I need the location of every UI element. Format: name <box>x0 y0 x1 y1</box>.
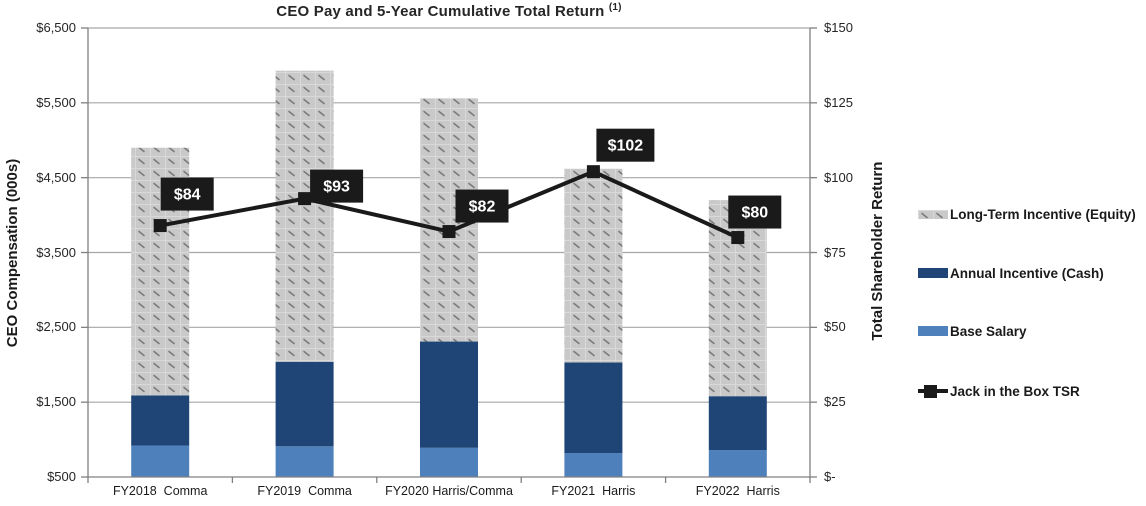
legend-item-long-term-incentive: Long-Term Incentive (Equity) <box>918 205 1136 223</box>
tsr-marker <box>731 231 745 245</box>
annual-incentive-swatch-icon <box>918 268 948 278</box>
bar-segment <box>708 396 767 451</box>
left-axis-tick-label: $5,500 <box>36 94 76 110</box>
right-axis-tick-label: $100 <box>824 169 853 185</box>
right-axis-tick-label: $- <box>824 469 836 484</box>
svg-text:$82: $82 <box>469 199 496 216</box>
right-axis-tick-label: $150 <box>824 20 853 35</box>
bar-segment <box>708 450 767 477</box>
bar-segment <box>131 395 190 446</box>
chart-title-text: CEO Pay and 5-Year Cumulative Total Retu… <box>276 3 605 20</box>
tsr-marker <box>153 219 167 233</box>
chart-title-footnote-marker: (1) <box>608 2 622 13</box>
left-axis-tick-label: $6,500 <box>36 20 76 35</box>
x-axis-label: FY2021 Harris <box>551 484 636 498</box>
legend-item-annual-incentive: Annual Incentive (Cash) <box>918 264 1104 282</box>
x-axis-label: FY2019 Comma <box>257 484 352 498</box>
svg-text:$80: $80 <box>741 205 768 222</box>
tsr-line-marker-icon <box>918 385 948 398</box>
tsr-marker <box>298 192 312 206</box>
legend-label: Base Salary <box>950 323 1027 339</box>
bar-segment <box>564 168 623 363</box>
bar-segment <box>564 362 623 454</box>
left-axis-tick-label: $500 <box>47 469 76 484</box>
legend-label: Long-Term Incentive (Equity) <box>950 206 1136 222</box>
left-axis-tick-label: $1,500 <box>36 394 76 410</box>
right-axis-tick-label: $75 <box>824 244 846 260</box>
x-axis-label: FY2018 Comma <box>112 484 208 498</box>
bar-segment <box>275 70 334 362</box>
svg-text:$84: $84 <box>174 187 201 204</box>
bar-segment <box>564 453 623 477</box>
tsr-marker <box>442 225 456 239</box>
tsr-data-label: $102 <box>596 128 655 162</box>
bar-segment <box>420 341 478 448</box>
chart-title: CEO Pay and 5-Year Cumulative Total Retu… <box>88 2 810 20</box>
right-axis-tick-label: $25 <box>824 394 846 410</box>
left-axis-tick-label: $4,500 <box>36 169 76 185</box>
long-term-incentive-swatch-icon <box>918 209 948 219</box>
bar-segment <box>131 445 190 477</box>
tsr-data-label: $80 <box>728 195 782 229</box>
legend-label: Jack in the Box TSR <box>950 383 1080 399</box>
right-axis-tick-label: $125 <box>824 94 853 110</box>
left-axis-tick-label: $2,500 <box>36 319 76 335</box>
bar-segment <box>275 446 334 477</box>
x-axis-label: FY2022 Harris <box>695 484 780 498</box>
svg-text:$93: $93 <box>323 179 350 196</box>
legend-item-tsr-line: Jack in the Box TSR <box>918 382 1080 400</box>
base-salary-swatch-icon <box>918 326 948 336</box>
tsr-data-label: $82 <box>455 189 509 223</box>
bar-segment <box>275 361 334 447</box>
bar-segment <box>420 447 478 477</box>
svg-text:$102: $102 <box>608 138 644 155</box>
x-axis-label: FY2020 Harris/Comma <box>385 484 513 498</box>
legend: Long-Term Incentive (Equity) Annual Ince… <box>918 0 1146 506</box>
left-axis-tick-label: $3,500 <box>36 244 76 260</box>
tsr-marker <box>586 165 600 179</box>
tsr-data-label: $84 <box>160 177 214 211</box>
legend-label: Annual Incentive (Cash) <box>950 265 1104 281</box>
right-axis-tick-label: $50 <box>824 319 846 335</box>
legend-item-base-salary: Base Salary <box>918 322 1027 340</box>
tsr-data-label: $93 <box>310 169 364 203</box>
